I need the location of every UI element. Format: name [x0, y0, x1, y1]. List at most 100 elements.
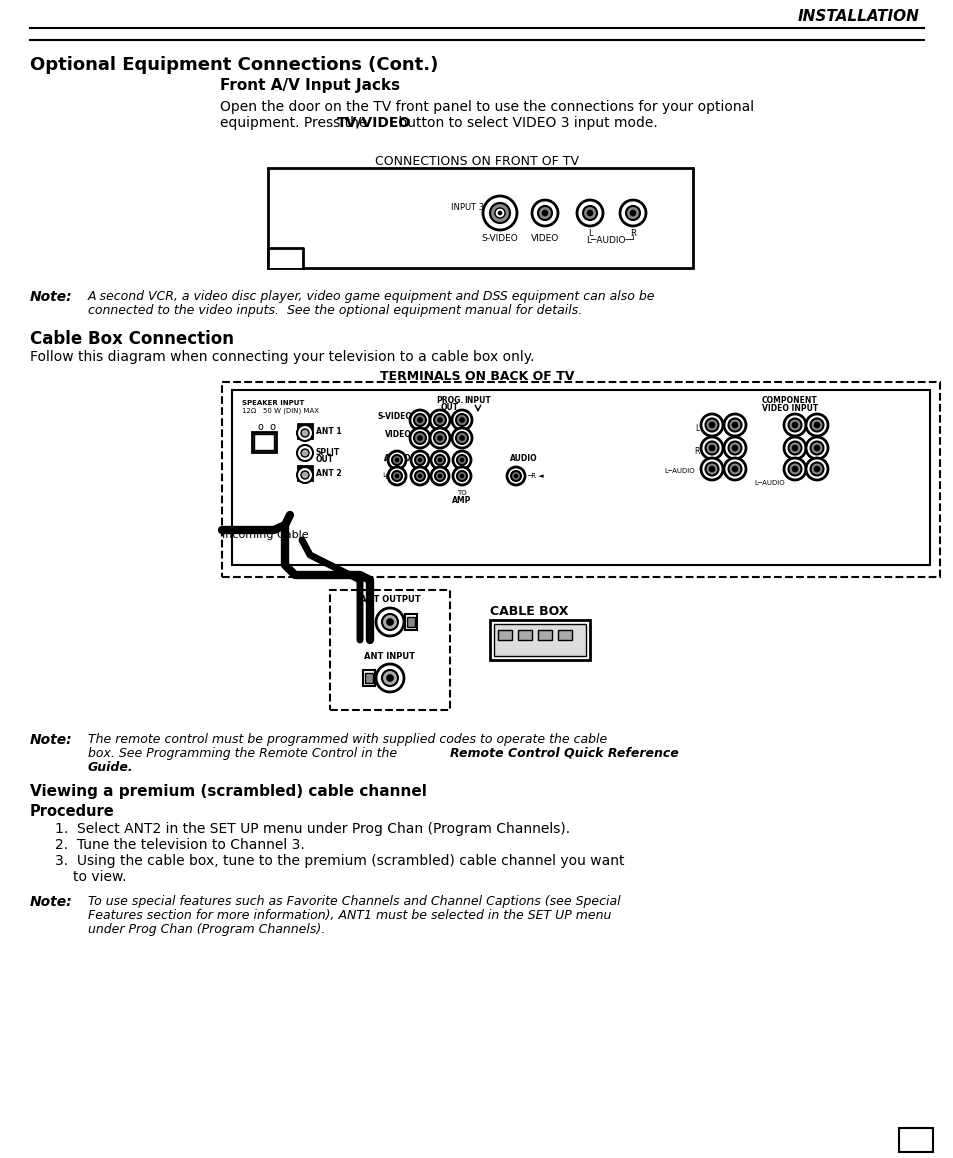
Circle shape: [417, 459, 421, 462]
Circle shape: [791, 466, 797, 472]
Text: L─AUDIO: L─AUDIO: [663, 468, 695, 474]
Text: R: R: [694, 447, 700, 456]
Circle shape: [731, 445, 738, 450]
Circle shape: [541, 210, 547, 217]
Text: 1.  Select ANT2 in the SET UP menu under Prog Chan (Program Channels).: 1. Select ANT2 in the SET UP menu under …: [55, 822, 570, 836]
Circle shape: [386, 618, 393, 625]
Bar: [898, 1128, 932, 1152]
Text: 12Ω   50 W (DIN) MAX: 12Ω 50 W (DIN) MAX: [242, 408, 318, 415]
Text: A second VCR, a video disc player, video game equipment and DSS equipment can al: A second VCR, a video disc player, video…: [88, 290, 655, 303]
Circle shape: [805, 415, 827, 437]
Circle shape: [810, 462, 822, 476]
Text: TO: TO: [456, 490, 466, 496]
Circle shape: [395, 474, 398, 478]
Text: VIDEO INPUT: VIDEO INPUT: [761, 404, 818, 413]
Circle shape: [453, 450, 471, 469]
Text: L: L: [587, 229, 592, 239]
Text: Note:: Note:: [30, 290, 72, 305]
Circle shape: [301, 471, 309, 479]
Text: CABLE BOX: CABLE BOX: [490, 604, 568, 618]
Bar: [222, 382, 939, 577]
Circle shape: [435, 471, 444, 481]
Text: Cable Box Connection: Cable Box Connection: [30, 330, 233, 349]
Circle shape: [456, 455, 467, 466]
Circle shape: [430, 428, 450, 448]
Circle shape: [430, 410, 450, 430]
Circle shape: [708, 466, 714, 472]
Circle shape: [296, 445, 313, 461]
Circle shape: [783, 459, 805, 481]
Circle shape: [459, 418, 464, 423]
Circle shape: [788, 418, 801, 432]
Bar: [297, 424, 312, 438]
Text: ANT OUTPUT: ANT OUTPUT: [359, 595, 420, 604]
Bar: [299, 426, 310, 437]
Circle shape: [456, 471, 467, 481]
Circle shape: [805, 459, 827, 481]
Circle shape: [813, 466, 820, 472]
Circle shape: [417, 435, 422, 440]
Text: Incoming Cable: Incoming Cable: [222, 530, 309, 540]
Circle shape: [586, 210, 593, 217]
Circle shape: [514, 474, 517, 478]
Circle shape: [456, 432, 468, 444]
Bar: [330, 589, 450, 710]
Circle shape: [813, 422, 820, 428]
Circle shape: [708, 445, 714, 450]
Text: OUT: OUT: [315, 455, 334, 464]
Text: Viewing a premium (scrambled) cable channel: Viewing a premium (scrambled) cable chan…: [30, 784, 426, 799]
Circle shape: [700, 415, 722, 437]
Circle shape: [582, 206, 597, 220]
Circle shape: [731, 466, 738, 472]
Circle shape: [437, 474, 441, 478]
Circle shape: [791, 422, 797, 428]
Bar: [253, 434, 274, 450]
Circle shape: [437, 459, 441, 462]
Circle shape: [395, 459, 398, 462]
Circle shape: [619, 200, 645, 226]
Circle shape: [532, 200, 558, 226]
Circle shape: [381, 614, 397, 630]
Circle shape: [495, 208, 504, 218]
Circle shape: [296, 467, 313, 483]
Text: Pb: Pb: [730, 415, 738, 420]
Circle shape: [708, 422, 714, 428]
Circle shape: [381, 670, 397, 686]
Text: S-VIDEO: S-VIDEO: [376, 412, 412, 422]
Circle shape: [459, 459, 463, 462]
Circle shape: [728, 462, 740, 476]
Circle shape: [392, 455, 401, 466]
Text: R: R: [629, 229, 636, 239]
Circle shape: [414, 415, 426, 426]
Circle shape: [700, 459, 722, 481]
Text: L─AUDIO: L─AUDIO: [754, 481, 784, 486]
Circle shape: [459, 474, 463, 478]
Bar: [558, 630, 572, 640]
Bar: [537, 630, 552, 640]
Circle shape: [625, 206, 639, 220]
Circle shape: [410, 428, 430, 448]
Text: box. See Programming the Remote Control in the: box. See Programming the Remote Control …: [88, 747, 400, 760]
Text: Optional Equipment Connections (Cont.): Optional Equipment Connections (Cont.): [30, 56, 438, 74]
Text: Procedure: Procedure: [30, 804, 114, 819]
Bar: [517, 630, 532, 640]
Circle shape: [511, 471, 520, 481]
Text: Y: Y: [792, 415, 797, 422]
Text: Guide.: Guide.: [88, 761, 133, 774]
Circle shape: [392, 471, 401, 481]
Circle shape: [813, 445, 820, 450]
Circle shape: [456, 415, 468, 426]
Text: ANT 2: ANT 2: [315, 469, 341, 478]
Circle shape: [497, 211, 501, 215]
Text: ANT INPUT: ANT INPUT: [364, 652, 416, 661]
Circle shape: [437, 435, 442, 440]
Bar: [407, 617, 415, 626]
Circle shape: [388, 450, 406, 469]
Text: Note:: Note:: [30, 895, 72, 909]
Circle shape: [375, 608, 403, 636]
Circle shape: [723, 415, 745, 437]
Text: 5: 5: [910, 1130, 921, 1145]
Circle shape: [386, 674, 393, 682]
Text: VIDEO: VIDEO: [385, 430, 412, 439]
Bar: [490, 620, 589, 660]
